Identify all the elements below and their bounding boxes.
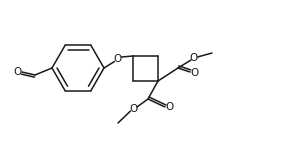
Text: O: O xyxy=(190,53,198,63)
Text: O: O xyxy=(14,67,22,77)
Text: O: O xyxy=(130,104,138,114)
Text: O: O xyxy=(114,54,122,64)
Text: O: O xyxy=(165,102,174,112)
Text: O: O xyxy=(190,68,199,78)
